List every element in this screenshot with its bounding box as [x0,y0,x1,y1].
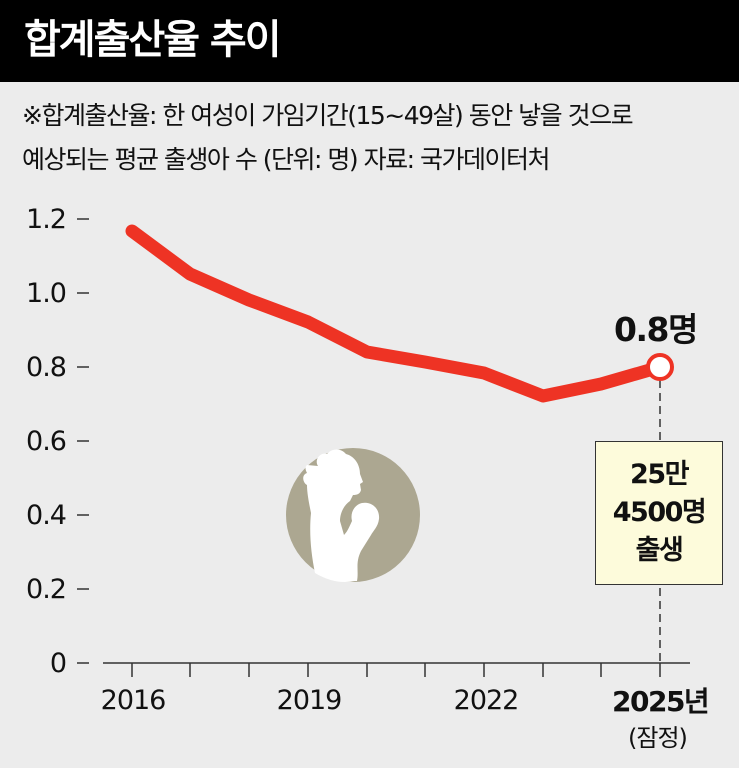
x-tick-label-2025: 2025년 [612,685,710,718]
fertility-rate-line [125,224,667,403]
chart-title: 합계출산율 추이 [24,17,282,63]
annotation-line: 25만 [630,459,689,490]
latest-point-marker [646,353,674,381]
y-tick-label: 0 [50,648,66,679]
annotation-line: 출생 [635,535,684,566]
y-axis: 0 0.2 0.4 0.6 0.8 1.0 1.2 [26,204,89,679]
x-tick-label: 2016 [101,685,166,716]
annotation-line: 4500명 [612,497,707,528]
latest-value-label: 0.8명 [614,310,698,349]
y-tick-label: 0.8 [26,352,66,383]
provisional-label: (잠정) [628,724,688,752]
y-tick-label: 0.6 [26,426,66,457]
mother-baby-illustration-icon [286,448,420,582]
definition-note: ※합계출산율: 한 여성이 가임기간(15~49살) 동안 낳을 것으로 [22,101,634,130]
x-tick-label: 2019 [277,685,342,716]
y-tick-label: 1.0 [26,278,66,309]
births-annotation-box: 25만 4500명 출생 [595,441,723,585]
y-tick-label: 0.2 [26,574,66,605]
title-bar: 합계출산율 추이 [0,0,739,82]
y-tick-label: 1.2 [26,204,66,235]
unit-source-note: 예상되는 평균 출생아 수 (단위: 명) 자료: 국가데이터처 [22,145,550,174]
x-tick-label: 2022 [454,685,519,716]
y-tick-label: 0.4 [26,500,66,531]
x-axis: 2016 2019 2022 [101,662,690,716]
